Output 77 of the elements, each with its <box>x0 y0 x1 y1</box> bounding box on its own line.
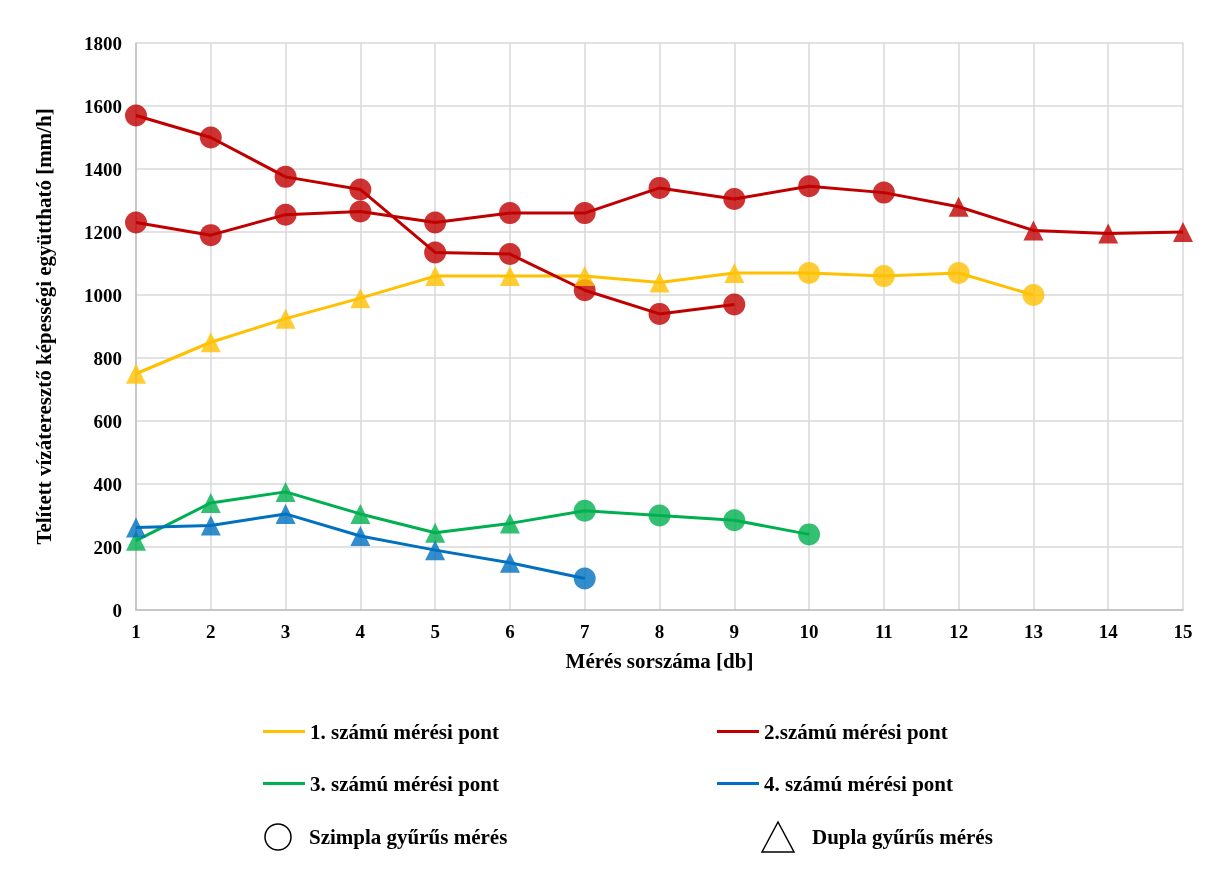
x-tick-label: 8 <box>654 621 665 642</box>
x-tick-label: 5 <box>430 621 440 642</box>
y-tick-label: 400 <box>93 473 122 495</box>
point <box>425 540 446 561</box>
point <box>499 266 520 287</box>
point <box>125 211 147 234</box>
x-tick-label: 13 <box>1023 621 1043 642</box>
y-tick-label: 1800 <box>84 32 122 54</box>
legend-label: 3. számú mérési pont <box>310 771 499 796</box>
y-tick-label: 600 <box>93 410 122 432</box>
point <box>499 552 520 573</box>
y-tick-label: 200 <box>93 536 122 558</box>
x-tick-label: 15 <box>1173 621 1193 642</box>
point <box>275 481 296 502</box>
point <box>798 523 821 546</box>
point <box>200 515 221 536</box>
y-tick-label: 1200 <box>84 221 122 243</box>
y-tick-label: 800 <box>93 347 122 369</box>
point <box>425 522 446 543</box>
point <box>498 243 521 266</box>
text: Dupla gyűrűs mérés <box>812 824 993 850</box>
x-tick-label: 2 <box>206 621 216 642</box>
x-tick-label: 10 <box>799 621 819 642</box>
point <box>724 262 745 283</box>
legend-label: 1. számú mérési pont <box>310 719 499 744</box>
point <box>274 165 297 188</box>
legend-label: 4. számú mérési pont <box>764 771 953 796</box>
y-tick-label: 1600 <box>84 95 122 117</box>
x-tick-label: 6 <box>505 621 515 642</box>
point <box>573 567 596 590</box>
x-tick-label: 12 <box>949 621 969 642</box>
point <box>649 272 670 293</box>
point <box>350 503 371 524</box>
point <box>424 211 447 234</box>
x-tick-label: 11 <box>874 621 893 642</box>
point <box>648 504 671 527</box>
x-tick-label: 3 <box>280 621 291 642</box>
point <box>648 176 671 199</box>
y-tick-label: 1400 <box>84 158 122 180</box>
point <box>573 202 596 225</box>
point <box>200 332 221 353</box>
point <box>350 525 371 546</box>
point <box>199 224 222 247</box>
point <box>573 499 596 522</box>
point <box>798 175 821 198</box>
point <box>723 509 746 532</box>
point <box>499 513 520 534</box>
point <box>274 203 297 226</box>
y-axis-title: Telített vízáteresztő képességi együttható [mm/h] <box>31 108 56 545</box>
point <box>498 202 521 225</box>
y-tick-label: 1000 <box>84 284 122 306</box>
x-tick-label: 14 <box>1098 621 1119 642</box>
point <box>872 181 895 204</box>
point <box>424 241 447 264</box>
point <box>126 363 146 384</box>
point <box>350 288 371 309</box>
point <box>349 178 372 201</box>
x-tick-label: 1 <box>131 621 141 642</box>
y-tick-label: 0 <box>112 599 122 621</box>
point <box>125 104 147 127</box>
point <box>275 308 296 329</box>
point <box>199 126 222 149</box>
text: Szimpla gyűrűs mérés <box>309 824 508 850</box>
point <box>648 302 671 325</box>
legend-label: 2.számú mérési pont <box>764 719 948 744</box>
x-tick-label: 4 <box>355 621 366 642</box>
x-axis-title: Mérés sorszáma [db] <box>565 648 754 673</box>
point <box>723 293 746 316</box>
point <box>349 200 372 223</box>
point <box>723 187 746 210</box>
point <box>574 266 595 287</box>
point <box>200 492 221 513</box>
point <box>126 517 146 538</box>
x-tick-label: 9 <box>729 621 740 642</box>
point <box>275 503 296 524</box>
point <box>425 266 446 287</box>
x-tick-label: 7 <box>579 621 590 642</box>
